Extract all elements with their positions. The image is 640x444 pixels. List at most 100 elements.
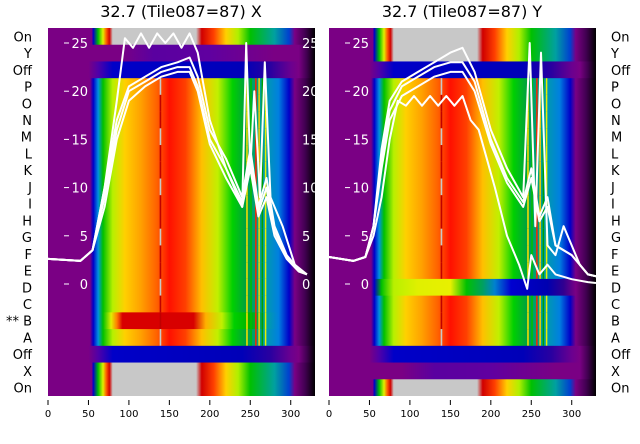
heatmap-row	[329, 28, 596, 46]
spectral-stripe	[536, 94, 538, 112]
row-label: On	[611, 382, 629, 397]
center-line	[440, 295, 443, 313]
overlay-line-wavy	[329, 95, 596, 290]
heatmap-row	[329, 212, 596, 230]
row-label: X	[23, 365, 32, 380]
spectral-stripe	[545, 312, 548, 330]
spectral-stripe	[545, 329, 548, 346]
y-tick-label-right: 10	[302, 182, 319, 197]
spectral-stripe	[261, 161, 264, 179]
center-line	[440, 78, 443, 95]
spectral-stripe	[250, 228, 252, 246]
center-line	[159, 228, 162, 246]
spectral-stripe	[264, 145, 267, 162]
row-label: F	[611, 248, 618, 263]
center-line	[440, 228, 443, 246]
row-label: O	[611, 97, 621, 112]
spectral-stripe	[261, 295, 264, 313]
y-tick-label: 0	[361, 278, 369, 293]
row-label: Off	[13, 348, 33, 363]
spectral-stripe	[250, 245, 252, 263]
spectral-stripe	[542, 145, 545, 162]
spectral-stripe	[258, 262, 260, 279]
x-tick-label: 150	[441, 409, 460, 420]
spectral-stripe	[539, 161, 541, 179]
center-line	[159, 212, 162, 229]
spectral-stripe	[545, 128, 548, 146]
spectral-stripe	[255, 228, 257, 246]
spectral-stripe	[258, 278, 260, 296]
heatmap-row	[329, 195, 596, 213]
heatmap-row	[329, 362, 596, 380]
spectral-stripe	[264, 195, 267, 212]
row-label: M	[611, 131, 622, 146]
spectral-stripe	[542, 161, 545, 179]
heatmap-row	[48, 212, 315, 230]
spectral-stripe	[539, 262, 541, 279]
spectral-stripe	[542, 329, 545, 346]
row-label: L	[25, 147, 33, 162]
spectral-stripe	[246, 329, 248, 346]
row-label: N	[22, 114, 32, 129]
spectral-stripe	[536, 295, 538, 313]
center-line	[159, 94, 162, 112]
spectral-stripe	[261, 78, 264, 95]
panel-title: 32.7 (Tile087=87) Y	[382, 2, 543, 21]
center-line	[159, 262, 162, 279]
heatmap-area: 25 20 15 10 5 0	[329, 28, 596, 396]
row-label: K	[23, 164, 32, 179]
spectral-stripe	[539, 145, 541, 162]
spectral-stripe	[539, 295, 541, 313]
spectral-stripe	[246, 295, 248, 313]
row-label: E	[24, 265, 32, 280]
spectral-stripe	[258, 212, 260, 229]
y-tick-label-right: 5	[302, 230, 310, 245]
spectral-stripe	[255, 78, 257, 95]
x-tick-label: 200	[200, 409, 219, 420]
row-label: F	[25, 248, 32, 263]
spectral-stripe	[264, 245, 267, 263]
row-label: E	[611, 265, 619, 280]
heatmap-row	[329, 128, 596, 146]
spectral-stripe	[536, 245, 538, 263]
x-tick-label: 0	[326, 409, 332, 420]
x-tick-label: 200	[481, 409, 500, 420]
spectral-stripe	[545, 262, 548, 279]
spectral-stripe	[539, 245, 541, 263]
x-tick-label: 300	[562, 409, 581, 420]
spectral-stripe	[255, 245, 257, 263]
row-label: J	[27, 181, 32, 196]
center-line	[440, 111, 443, 129]
x-tick-label: 250	[241, 409, 260, 420]
y-tick-label: 20	[71, 85, 88, 100]
y-tick-label: 15	[71, 133, 88, 148]
row-label: On	[14, 30, 32, 45]
row-label: P	[611, 81, 619, 96]
spectral-stripe	[542, 312, 545, 330]
y-tick-label-right: 25	[302, 37, 319, 52]
spectral-stripe	[246, 245, 248, 263]
center-line	[159, 145, 162, 162]
spectral-stripe	[246, 195, 248, 212]
row-label: I	[611, 198, 615, 213]
heatmap-row	[329, 145, 596, 163]
spectral-stripe	[264, 295, 267, 313]
y-tick-label: 25	[352, 37, 369, 52]
row-label: N	[611, 114, 621, 129]
overlay-line-row-1	[329, 42, 596, 278]
row-label: Off	[611, 64, 631, 79]
x-tick-label: 0	[45, 409, 51, 420]
spectral-stripe	[250, 195, 252, 212]
heatmap-row	[329, 345, 596, 364]
panel-title: 32.7 (Tile087=87) X	[100, 2, 262, 21]
spectral-stripe	[261, 212, 264, 229]
spectral-stripe	[255, 295, 257, 313]
row-label: D	[611, 281, 621, 296]
center-line	[159, 312, 162, 330]
spectral-stripe	[250, 278, 252, 296]
x-tick-label: 150	[160, 409, 179, 420]
overlay-line-row-2	[48, 66, 308, 276]
center-line	[440, 161, 443, 179]
spectral-stripe	[536, 111, 538, 129]
